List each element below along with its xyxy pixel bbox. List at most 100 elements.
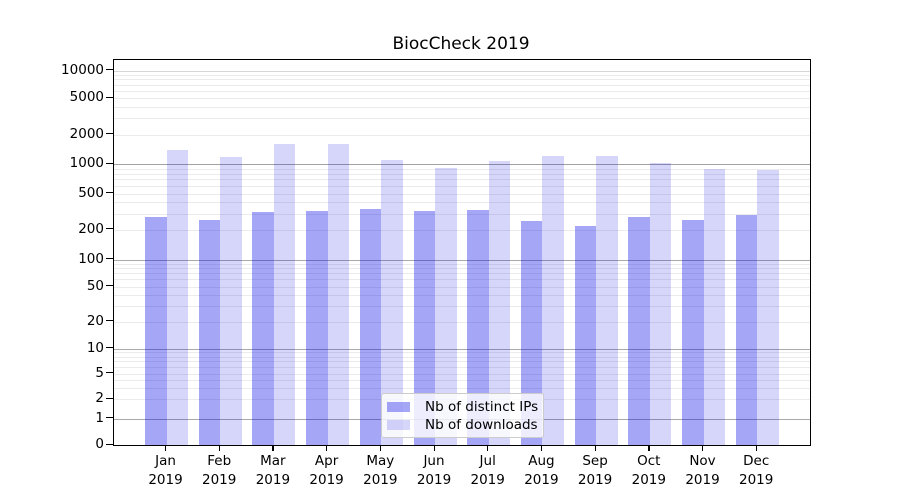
y-tick-label: 500 — [78, 184, 104, 201]
legend-item-distinct-ips: Nb of distinct IPs — [382, 398, 543, 416]
y-tick — [105, 192, 113, 194]
x-tick-label: Jan 2019 — [148, 453, 183, 488]
legend-item-downloads: Nb of downloads — [382, 416, 543, 434]
x-tick-label: Dec 2019 — [739, 453, 774, 488]
bar-downloads-apr — [327, 144, 350, 445]
gridline — [114, 273, 810, 275]
x-tick-label: Nov 2019 — [685, 453, 720, 488]
bar-distinct-ips-oct — [628, 216, 650, 445]
y-tick-label: 10000 — [61, 61, 104, 78]
bar-downloads-sep — [596, 155, 618, 445]
y-tick-label: 2000 — [69, 125, 104, 142]
bar-downloads-jul — [488, 161, 511, 445]
gridline — [114, 173, 810, 175]
x-tick — [379, 445, 382, 451]
y-tick — [105, 228, 113, 230]
gridline — [114, 79, 810, 81]
bar-downloads-mar — [273, 144, 296, 445]
y-tick — [105, 96, 113, 98]
gridline — [114, 356, 810, 358]
bar-downloads-dec — [757, 170, 779, 445]
gridline — [114, 229, 810, 231]
y-tick — [105, 347, 113, 349]
gridline — [114, 306, 810, 307]
gridline — [114, 373, 810, 375]
bar-downloads-nov — [703, 168, 725, 445]
bar-distinct-ips-jun — [413, 211, 435, 445]
legend-label-downloads: Nb of downloads — [425, 417, 538, 433]
y-tick — [105, 397, 113, 399]
gridline — [114, 84, 810, 86]
gridline — [114, 213, 810, 215]
bar-distinct-ips-sep — [574, 225, 597, 445]
x-tick — [218, 445, 220, 451]
bar-distinct-ips-feb — [198, 220, 221, 445]
gridline — [114, 90, 810, 92]
gridline — [114, 202, 810, 204]
chart-title: BiocCheck 2019 — [392, 34, 530, 54]
y-tick — [105, 258, 113, 260]
x-tick — [594, 445, 596, 451]
y-tick-label: 10 — [86, 339, 104, 356]
y-tick — [105, 417, 113, 419]
bar-downloads-may — [381, 160, 403, 445]
gridline — [114, 74, 810, 76]
y-tick-label: 50 — [86, 277, 104, 294]
legend: Nb of distinct IPs Nb of downloads — [381, 393, 544, 438]
y-tick-label: 20 — [86, 312, 104, 329]
gridline — [114, 259, 810, 261]
gridline — [114, 106, 810, 108]
legend-swatch-downloads — [387, 420, 410, 430]
x-tick — [165, 445, 167, 451]
y-tick — [105, 443, 113, 445]
bar-distinct-ips-nov — [682, 220, 704, 445]
gridline — [114, 321, 810, 323]
y-tick — [105, 133, 113, 135]
bar-distinct-ips-dec — [735, 215, 758, 445]
x-tick — [702, 445, 704, 451]
y-tick — [105, 320, 113, 322]
x-tick-label: Sep 2019 — [577, 453, 613, 488]
y-tick-label: 0 — [95, 436, 104, 452]
x-tick-label: May 2019 — [363, 453, 398, 488]
y-tick-label: 5000 — [69, 89, 104, 105]
bar-distinct-ips-aug — [520, 221, 543, 445]
y-tick — [105, 69, 113, 71]
y-tick-label: 1 — [95, 409, 104, 426]
gridline — [114, 193, 810, 195]
x-tick — [272, 445, 274, 451]
x-tick — [648, 445, 650, 451]
gridline — [114, 185, 810, 187]
x-tick-label: Mar 2019 — [255, 453, 291, 488]
x-tick-label: Aug 2019 — [524, 453, 559, 488]
x-tick-label: Apr 2019 — [309, 453, 344, 488]
gridline — [114, 366, 810, 368]
x-tick — [755, 445, 757, 451]
gridline — [114, 279, 810, 281]
legend-label-distinct-ips: Nb of distinct IPs — [425, 399, 539, 415]
y-tick-label: 2 — [95, 390, 104, 406]
x-tick-label: Feb 2019 — [202, 453, 237, 488]
plot-area: Nb of distinct IPs Nb of downloads — [113, 59, 811, 446]
y-tick-label: 1000 — [69, 155, 104, 171]
bar-downloads-jun — [435, 168, 457, 445]
bar-distinct-ips-jul — [467, 210, 489, 445]
gridline — [114, 70, 810, 72]
x-tick-label: Jul 2019 — [470, 453, 505, 488]
bar-distinct-ips-may — [359, 208, 382, 445]
gridline — [114, 286, 810, 288]
gridline — [114, 168, 810, 170]
x-tick — [487, 445, 489, 451]
gridline — [114, 361, 810, 363]
gridline — [114, 387, 810, 389]
x-tick — [540, 445, 543, 451]
y-tick — [105, 372, 113, 374]
gridline — [114, 98, 810, 99]
bar-downloads-oct — [649, 162, 672, 445]
y-tick-label: 100 — [78, 250, 104, 267]
x-tick — [326, 445, 328, 451]
gridline — [114, 164, 810, 165]
x-tick-label: Jun 2019 — [416, 453, 452, 488]
bar-downloads-jan — [166, 150, 188, 445]
gridline — [114, 268, 810, 270]
